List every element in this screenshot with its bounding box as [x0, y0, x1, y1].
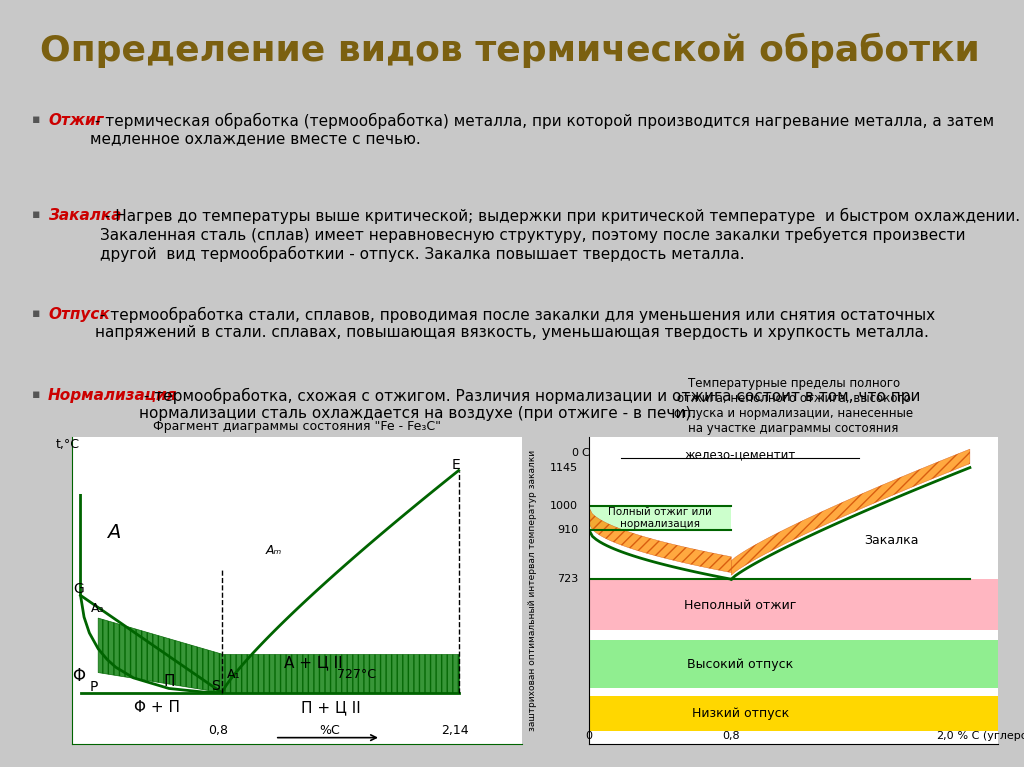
Polygon shape	[589, 507, 731, 573]
Text: Отпуск: Отпуск	[48, 307, 110, 321]
Text: A: A	[108, 522, 121, 542]
Text: 0,8: 0,8	[723, 731, 740, 741]
Text: ▪: ▪	[33, 208, 41, 221]
Text: Отжиг: Отжиг	[48, 113, 103, 127]
Text: t,°C: t,°C	[55, 438, 80, 451]
Text: Полный отжиг или
нормализация: Полный отжиг или нормализация	[608, 507, 712, 528]
Text: S: S	[211, 679, 220, 693]
Text: ▪: ▪	[33, 307, 41, 320]
Bar	[589, 696, 998, 731]
Text: 0: 0	[586, 731, 592, 741]
Text: 910: 910	[557, 525, 579, 535]
Title: Температурные пределы полного
отжига, неполного отжига, высокого
отпуска и норма: Температурные пределы полного отжига, не…	[674, 377, 913, 435]
Text: ▪: ▪	[33, 113, 41, 126]
Text: ▪: ▪	[33, 388, 41, 401]
Text: П + Ц II: П + Ц II	[301, 700, 361, 716]
Bar	[589, 578, 998, 630]
Text: A₃: A₃	[91, 602, 104, 614]
Text: - термообработка стали, сплавов, проводимая после закалки для уменьшения или сня: - термообработка стали, сплавов, проводи…	[95, 307, 935, 341]
Polygon shape	[98, 618, 222, 693]
Polygon shape	[222, 654, 459, 693]
Text: E: E	[452, 458, 461, 472]
Text: Закалка: Закалка	[48, 208, 122, 223]
Text: - термообработка, схожая с отжигом. Различия нормализации и отжига состоит в том: - термообработка, схожая с отжигом. Разл…	[139, 388, 921, 421]
Text: 2,0: 2,0	[936, 731, 953, 741]
Polygon shape	[589, 506, 731, 530]
Text: 1000: 1000	[550, 501, 579, 511]
Text: A₁: A₁	[227, 668, 241, 681]
Text: Нормализация: Нормализация	[48, 388, 177, 403]
Text: 0: 0	[571, 448, 579, 458]
Text: Aₘ: Aₘ	[266, 544, 283, 557]
Text: железо-цементит: железо-цементит	[685, 448, 796, 461]
Polygon shape	[731, 449, 970, 575]
Text: A + Ц II: A + Ц II	[284, 655, 342, 670]
Text: П: П	[164, 673, 175, 689]
Text: 1145: 1145	[550, 463, 579, 472]
Text: Неполный отжиг: Неполный отжиг	[684, 598, 797, 611]
Text: Φ: Φ	[72, 667, 85, 684]
Text: заштрихован оптимальный интервал температур закалки: заштрихован оптимальный интервал темпера…	[528, 450, 538, 731]
Title: Фрагмент диаграммы состояния "Fe - Fe₃C": Фрагмент диаграммы состояния "Fe - Fe₃C"	[153, 420, 441, 433]
Text: - Нагрев до температуры выше критической; выдержки при критической температуре  : - Нагрев до температуры выше критической…	[100, 208, 1020, 262]
Text: % С (углерод): % С (углерод)	[954, 731, 1024, 741]
Text: Низкий отпуск: Низкий отпуск	[691, 707, 788, 720]
Text: Закалка: Закалка	[864, 534, 919, 547]
Text: G: G	[74, 581, 84, 596]
Text: 727°C: 727°C	[337, 668, 376, 681]
Text: 723: 723	[557, 574, 579, 584]
Text: 2,14: 2,14	[441, 725, 469, 737]
Text: %C: %C	[319, 725, 340, 737]
Text: - термическая обработка (термообработка) металла, при которой производится нагре: - термическая обработка (термообработка)…	[90, 113, 994, 146]
Text: Определение видов термической обработки: Определение видов термической обработки	[40, 32, 980, 67]
Text: Высокий отпуск: Высокий отпуск	[687, 658, 794, 671]
Text: 0,8: 0,8	[208, 725, 228, 737]
Bar	[589, 640, 998, 689]
Text: P: P	[89, 680, 97, 694]
Text: С: С	[582, 448, 590, 458]
Text: Φ + П: Φ + П	[133, 700, 179, 716]
